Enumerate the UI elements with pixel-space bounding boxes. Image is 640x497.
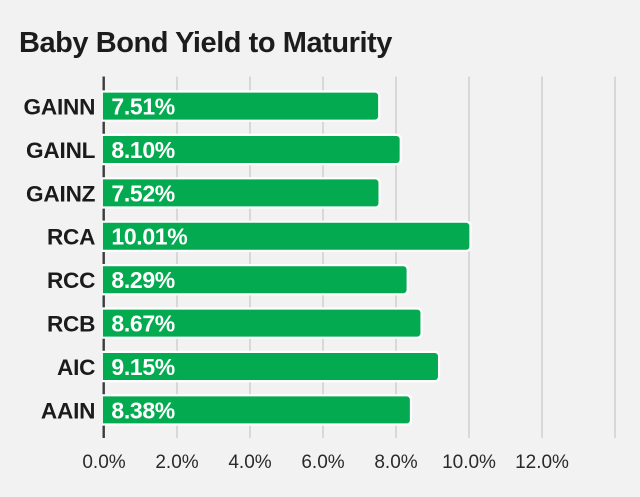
svg-text:6.0%: 6.0%: [301, 452, 344, 473]
svg-text:8.10%: 8.10%: [111, 137, 174, 163]
svg-text:7.51%: 7.51%: [111, 94, 174, 120]
svg-text:8.67%: 8.67%: [111, 311, 174, 337]
svg-text:8.29%: 8.29%: [111, 267, 174, 293]
svg-text:GAINZ: GAINZ: [26, 181, 96, 206]
svg-text:RCA: RCA: [47, 225, 95, 250]
svg-text:10.0%: 10.0%: [442, 452, 496, 473]
svg-text:0.0%: 0.0%: [82, 452, 125, 473]
svg-text:RCC: RCC: [47, 268, 95, 293]
svg-text:AAIN: AAIN: [41, 398, 95, 423]
svg-text:AIC: AIC: [57, 355, 95, 380]
svg-text:7.52%: 7.52%: [111, 180, 174, 206]
svg-text:RCB: RCB: [47, 312, 95, 337]
svg-text:8.0%: 8.0%: [374, 452, 417, 473]
svg-text:8.38%: 8.38%: [111, 397, 174, 423]
svg-text:9.15%: 9.15%: [111, 354, 174, 380]
svg-text:10.01%: 10.01%: [111, 224, 187, 250]
svg-text:2.0%: 2.0%: [155, 452, 198, 473]
svg-text:12.0%: 12.0%: [515, 452, 569, 473]
svg-text:GAINL: GAINL: [26, 138, 96, 163]
svg-text:Baby Bond Yield to Maturity: Baby Bond Yield to Maturity: [19, 27, 392, 59]
svg-text:4.0%: 4.0%: [228, 452, 271, 473]
svg-text:GAINN: GAINN: [23, 95, 95, 120]
